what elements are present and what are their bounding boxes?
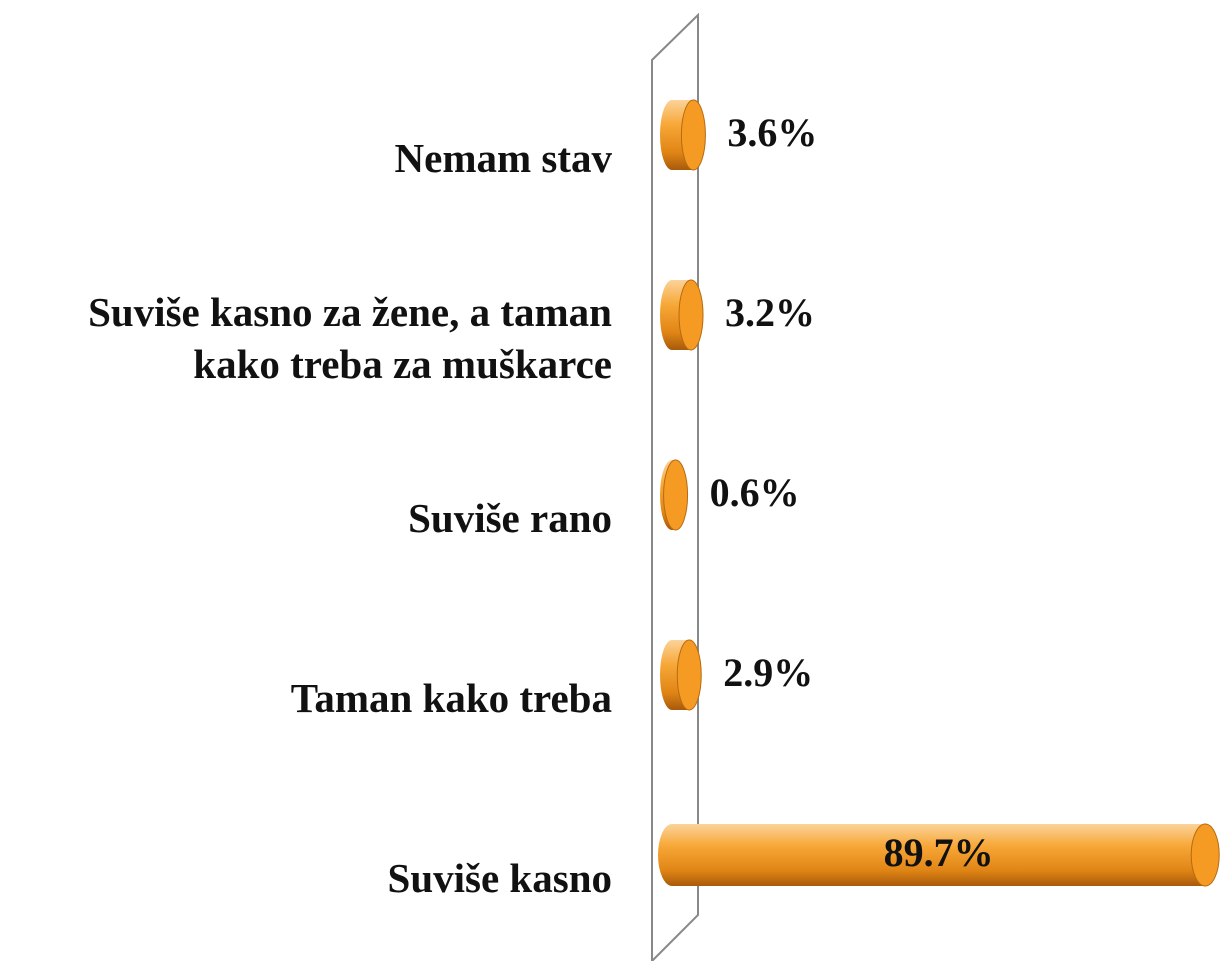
- bar-cap: [663, 459, 689, 531]
- category-label: Suviše kasno za žene, a taman kako treba…: [88, 289, 612, 387]
- value-label: 2.9%: [723, 650, 813, 695]
- value-label: 3.2%: [725, 290, 815, 335]
- category-label: Suviše rano: [408, 495, 612, 541]
- category-label: Nemam stav: [394, 135, 612, 181]
- bar-cap: [1190, 823, 1220, 887]
- bar-cap: [680, 99, 706, 171]
- bar-cap: [678, 279, 704, 351]
- bar: [672, 824, 1206, 886]
- value-label: 0.6%: [710, 470, 800, 515]
- value-label: 89.7%: [884, 830, 994, 875]
- category-label: Suviše kasno: [387, 855, 612, 901]
- bar-cap: [676, 639, 702, 711]
- axis-panel: [651, 12, 699, 961]
- category-label: Taman kako treba: [290, 675, 612, 721]
- value-label: 3.6%: [727, 110, 817, 155]
